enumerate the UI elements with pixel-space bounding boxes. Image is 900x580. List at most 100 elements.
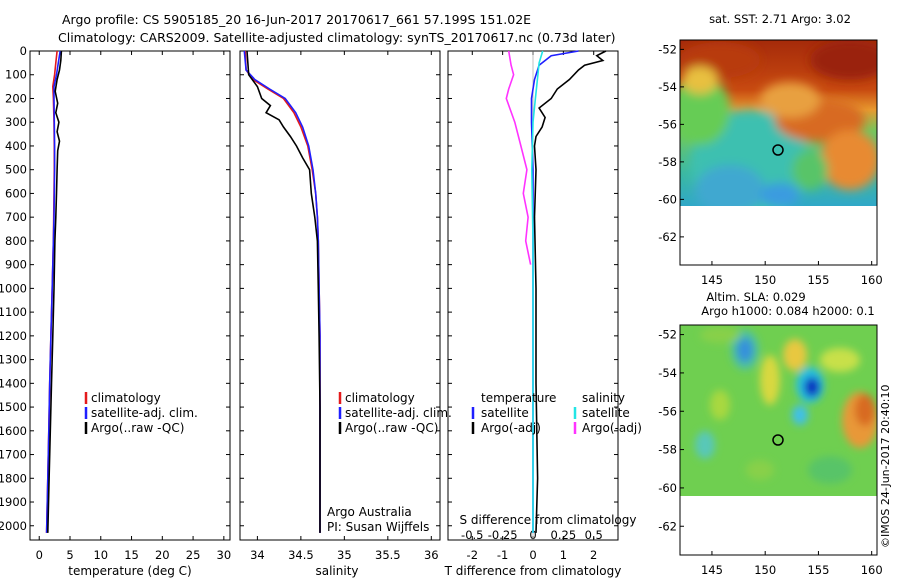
- sstAxes-ytick-label: -54: [658, 80, 677, 94]
- sst-map-axes: 145 150 155 160 -52 -54 -56 -58 -60 -62: [658, 42, 882, 287]
- slaAxes-ytick-label: -56: [658, 404, 677, 418]
- slaAxes-ytick-label: -52: [658, 328, 677, 342]
- difference-legend: temperature satellite Argo(-adj) salinit…: [471, 391, 642, 435]
- difference-xlabel: T difference from climatology: [444, 564, 622, 578]
- salinity-panel-frame: [239, 50, 441, 541]
- sstAxes-xtick-label: 145: [701, 273, 723, 287]
- temperature-lines: [45, 50, 63, 533]
- depth-tick-label: 300: [5, 115, 27, 129]
- salinity-xlabel: salinity: [315, 564, 358, 578]
- sst-map-argo-marker: [772, 144, 784, 156]
- depth-tick-label: 1000: [0, 281, 27, 295]
- depth-tick-label: 1500: [0, 400, 27, 414]
- slaAxes-xtick-label: 145: [701, 563, 723, 577]
- sla-map-image: [680, 325, 877, 496]
- temperature-series-argo-raw-qc: [47, 50, 63, 533]
- temperature-legend-climatology: climatology: [91, 391, 161, 405]
- salinity-xtick-label: 36: [424, 548, 439, 562]
- temperature-axes: 0100200300400500600700800900100011001200…: [0, 44, 231, 562]
- sstAxes-ytick-label: -60: [658, 192, 677, 206]
- temperature-xtick-label: 20: [155, 548, 170, 562]
- difference-xtick-label: -2: [467, 548, 478, 562]
- depth-tick-label: 1300: [0, 353, 27, 367]
- sstAxes-ytick-label: -58: [658, 155, 677, 169]
- temperature-xtick-label: 10: [93, 548, 108, 562]
- difference-legend-salinity-title: salinity: [582, 391, 625, 405]
- slaAxes-xtick-label: 150: [754, 563, 776, 577]
- sla-map-frame: [679, 324, 878, 556]
- depth-tick-label: 900: [5, 258, 27, 272]
- salinity-xtick-label: 35.5: [375, 548, 401, 562]
- sla-map-axes: 145 150 155 160 -52 -54 -56 -58 -60 -62: [658, 328, 882, 577]
- difference-s-tick-label: -0.25: [488, 528, 518, 542]
- difference-s-tick-label: -0.5: [461, 528, 483, 542]
- slaAxes-ytick-label: -58: [658, 443, 677, 457]
- salinity-xtick-label: 34: [250, 548, 265, 562]
- difference-xtick-label: -1: [497, 548, 508, 562]
- depth-tick-label: 1700: [0, 448, 27, 462]
- difference-legend-t-satellite: satellite: [481, 406, 529, 420]
- sstAxes-xtick-label: 155: [807, 273, 829, 287]
- depth-tick-label: 1100: [0, 305, 27, 319]
- difference-series-s-satellite: [530, 50, 544, 533]
- salinity-legend: climatology satellite-adj. clim. Argo(..…: [338, 391, 452, 435]
- temperature-xtick-label: 30: [217, 548, 232, 562]
- salinity-legend-argo: Argo(..raw -QC): [345, 421, 438, 435]
- difference-xtick-label: 0: [529, 548, 536, 562]
- slaAxes-ytick-label: -62: [658, 519, 677, 533]
- sstAxes-xtick-label: 160: [861, 273, 883, 287]
- figure-title-line2: Climatology: CARS2009. Satellite-adjuste…: [58, 30, 616, 45]
- depth-tick-label: 100: [5, 68, 27, 82]
- slaAxes-xtick-label: 160: [861, 563, 883, 577]
- depth-tick-label: 1800: [0, 471, 27, 485]
- depth-tick-label: 0: [20, 44, 27, 58]
- depth-tick-label: 1600: [0, 424, 27, 438]
- difference-series-t-satellite: [530, 50, 579, 533]
- sst-map-title: sat. SST: 2.71 Argo: 3.02: [709, 12, 851, 26]
- slaAxes-ytick-label: -60: [658, 481, 677, 495]
- sstAxes-xtick-label: 150: [754, 273, 776, 287]
- imos-timestamp-vertical: ©IMOS 24-Jun-2017 20:40:10: [879, 384, 892, 548]
- sstAxes-ytick-label: -56: [658, 117, 677, 131]
- figure-title-line1: Argo profile: CS 5905185_20 16-Jun-2017 …: [62, 12, 532, 27]
- depth-tick-label: 400: [5, 139, 27, 153]
- difference-series-t-argo-adj: [533, 50, 607, 533]
- temperature-panel-frame: [29, 50, 231, 541]
- salinity-legend-satellite: satellite-adj. clim.: [345, 406, 452, 420]
- slaAxes-xtick-label: 155: [807, 563, 829, 577]
- temperature-legend-argo: Argo(..raw -QC): [91, 421, 184, 435]
- difference-xtick-label: 1: [560, 548, 567, 562]
- difference-lines: [505, 50, 607, 533]
- depth-tick-label: 1200: [0, 329, 27, 343]
- temperature-xtick-label: 15: [124, 548, 139, 562]
- difference-legend-temperature-title: temperature: [481, 391, 556, 405]
- difference-series-s-argo-adj: [505, 50, 532, 265]
- salinity-axes: 34 34.5 35 35.5 36: [240, 50, 440, 562]
- sla-map-argo-marker: [772, 434, 784, 446]
- sst-map-image: [680, 40, 877, 206]
- sstAxes-ytick-label: -62: [658, 230, 677, 244]
- sst-map-frame: [679, 39, 878, 266]
- sla-map-title-line2: Argo h1000: 0.084 h2000: 0.1: [701, 304, 874, 318]
- salinity-xtick-label: 34.5: [288, 548, 314, 562]
- salinity-xtick-label: 35: [337, 548, 352, 562]
- sstAxes-ytick-label: -52: [658, 42, 677, 56]
- temperature-xtick-label: 25: [186, 548, 201, 562]
- temperature-xtick-label: 0: [36, 548, 43, 562]
- depth-tick-label: 2000: [0, 519, 27, 533]
- difference-s-tick-label: 0.5: [585, 528, 603, 542]
- salinity-lines: [243, 50, 321, 533]
- temperature-xtick-label: 5: [66, 548, 73, 562]
- salinity-series-climatology: [244, 50, 321, 533]
- difference-xlabel-top: S difference from climatology: [460, 513, 637, 527]
- salinity-annotation-line1: Argo Australia: [327, 505, 412, 519]
- difference-xtick-label: 2: [590, 548, 597, 562]
- salinity-series-argo-raw-qc: [246, 50, 321, 533]
- temperature-xlabel: temperature (deg C): [68, 564, 191, 578]
- depth-tick-label: 700: [5, 210, 27, 224]
- depth-tick-label: 1900: [0, 495, 27, 509]
- difference-legend-t-argo: Argo(-adj): [481, 421, 541, 435]
- salinity-annotation-line2: PI: Susan Wijffels: [327, 520, 429, 534]
- difference-legend-s-argo: Argo(-adj): [582, 421, 642, 435]
